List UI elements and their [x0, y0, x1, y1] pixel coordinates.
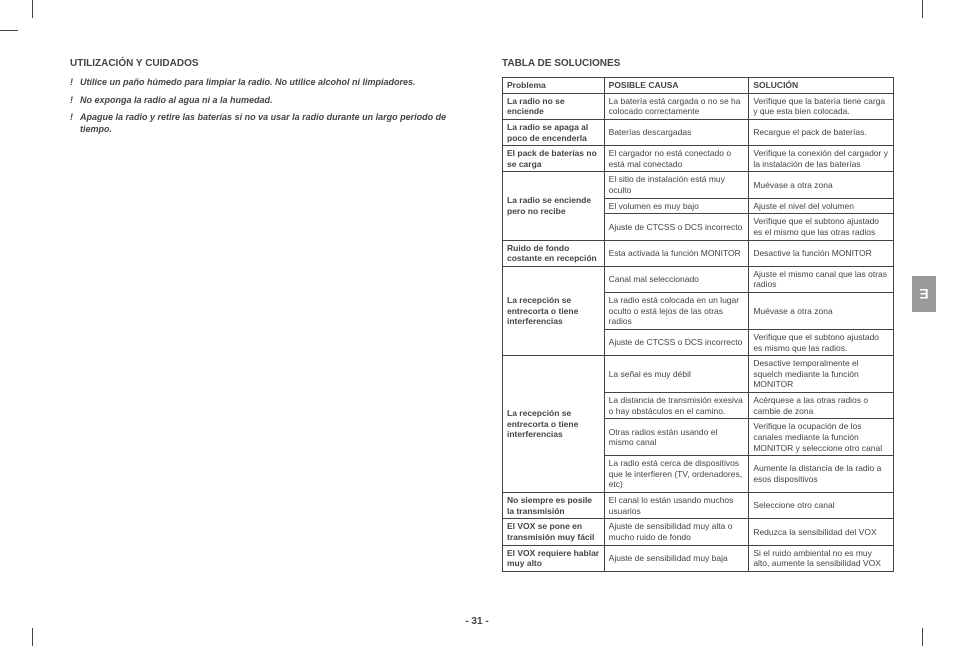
cell-problem: El pack de baterías no se carga — [503, 146, 605, 172]
cell-cause: El canal lo están usando muchos usuarios — [604, 493, 749, 519]
note-text: Apague la radio y retire las baterías si… — [80, 112, 462, 135]
cell-solution: Reduzca la sensibilidad del VOX — [749, 519, 894, 545]
cell-problem: El VOX se pone en transmisión muy fácil — [503, 519, 605, 545]
table-row: La radio se enciende pero no recibeEl si… — [503, 172, 894, 198]
cell-problem: La radio se enciende pero no recibe — [503, 172, 605, 240]
note-bullet: ! — [70, 112, 80, 135]
cell-cause: La señal es muy débil — [604, 356, 749, 393]
cell-solution: Muévase a otra zona — [749, 172, 894, 198]
right-column: TABLA DE SOLUCIONES Problema POSIBLE CAU… — [502, 58, 894, 572]
page-content: UTILIZACIÓN Y CUIDADOS !Utilice un paño … — [70, 58, 894, 572]
cell-cause: Ajuste de CTCSS o DCS incorrecto — [604, 329, 749, 355]
cell-solution: Aumente la distancia de la radio a esos … — [749, 456, 894, 493]
col-header-cause: POSIBLE CAUSA — [604, 78, 749, 94]
table-row: El pack de baterías no se cargaEl cargad… — [503, 146, 894, 172]
solutions-table: Problema POSIBLE CAUSA SOLUCIÓN La radio… — [502, 77, 894, 572]
table-header-row: Problema POSIBLE CAUSA SOLUCIÓN — [503, 78, 894, 94]
cell-cause: El cargador no está conectado o está mal… — [604, 146, 749, 172]
note-text: No exponga la radio al agua ni a la hume… — [80, 95, 273, 107]
cell-solution: Muévase a otra zona — [749, 293, 894, 330]
table-row: El VOX requiere hablar muy altoAjuste de… — [503, 545, 894, 571]
cell-cause: Canal mal seleccionado — [604, 266, 749, 292]
cell-problem: La radio no se enciende — [503, 93, 605, 119]
cell-solution: Si el ruido ambiental no es muy alto, au… — [749, 545, 894, 571]
cell-solution: Ajuste el nivel del volumen — [749, 198, 894, 214]
col-header-problem: Problema — [503, 78, 605, 94]
cell-problem: La recepción se entrecorta o tiene inter… — [503, 356, 605, 493]
note-bullet: ! — [70, 95, 80, 107]
cell-cause: La radio está colocada en un lugar ocult… — [604, 293, 749, 330]
cell-cause: El volumen es muy bajo — [604, 198, 749, 214]
cell-problem: La recepción se entrecorta o tiene inter… — [503, 266, 605, 355]
cell-solution: Seleccione otro canal — [749, 493, 894, 519]
table-row: La radio no se enciendeLa batería está c… — [503, 93, 894, 119]
language-tab: E — [912, 276, 936, 312]
cell-problem: La radio se apaga al poco de encenderla — [503, 119, 605, 145]
note-bullet: ! — [70, 77, 80, 89]
cell-solution: Verifique la conexión del cargador y la … — [749, 146, 894, 172]
cell-solution: Verifique la ocupación de los canales me… — [749, 419, 894, 456]
cell-problem: No siempre es posile la transmisión — [503, 493, 605, 519]
cell-cause: Otras radios están usando el mismo canal — [604, 419, 749, 456]
table-row: No siempre es posile la transmisiónEl ca… — [503, 493, 894, 519]
cell-solution: Desactive temporalmente el squelch media… — [749, 356, 894, 393]
cell-cause: El sitio de instalación está muy oculto — [604, 172, 749, 198]
cell-cause: Esta activada la función MONITOR — [604, 240, 749, 266]
cell-cause: La radio está cerca de dispositivos que … — [604, 456, 749, 493]
care-note: !No exponga la radio al agua ni a la hum… — [70, 95, 462, 107]
cell-cause: Ajuste de CTCSS o DCS incorrecto — [604, 214, 749, 240]
cell-cause: La distancia de transmisión exesiva o ha… — [604, 393, 749, 419]
care-note: !Apague la radio y retire las baterías s… — [70, 112, 462, 135]
cell-solution: Verifique que la batería tiene carga y q… — [749, 93, 894, 119]
table-row: El VOX se pone en transmisión muy fácilA… — [503, 519, 894, 545]
cell-solution: Recargue el pack de baterías. — [749, 119, 894, 145]
table-row: La radio se apaga al poco de encenderlaB… — [503, 119, 894, 145]
right-heading: TABLA DE SOLUCIONES — [502, 58, 894, 69]
cell-solution: Verifique que el subtono ajustado es el … — [749, 214, 894, 240]
left-column: UTILIZACIÓN Y CUIDADOS !Utilice un paño … — [70, 58, 462, 572]
col-header-solution: SOLUCIÓN — [749, 78, 894, 94]
page-number: - 31 - — [0, 616, 954, 627]
cell-cause: La batería está cargada o no se ha coloc… — [604, 93, 749, 119]
left-heading: UTILIZACIÓN Y CUIDADOS — [70, 58, 462, 69]
table-row: La recepción se entrecorta o tiene inter… — [503, 266, 894, 292]
note-text: Utilice un paño húmedo para limpiar la r… — [80, 77, 416, 89]
cell-problem: El VOX requiere hablar muy alto — [503, 545, 605, 571]
care-note: !Utilice un paño húmedo para limpiar la … — [70, 77, 462, 89]
cell-solution: Desactive la función MONITOR — [749, 240, 894, 266]
cell-cause: Ajuste de sensibilidad muy baja — [604, 545, 749, 571]
cell-solution: Acérquese a las otras radios o cambie de… — [749, 393, 894, 419]
cell-solution: Ajuste el mismo canal que las otras radi… — [749, 266, 894, 292]
cell-solution: Verifique que el subtono ajustado es mis… — [749, 329, 894, 355]
cell-cause: Baterías descargadas — [604, 119, 749, 145]
table-row: La recepción se entrecorta o tiene inter… — [503, 356, 894, 393]
table-row: Ruido de fondo costante en recepciónEsta… — [503, 240, 894, 266]
cell-problem: Ruido de fondo costante en recepción — [503, 240, 605, 266]
cell-cause: Ajuste de sensibilidad muy alta o mucho … — [604, 519, 749, 545]
